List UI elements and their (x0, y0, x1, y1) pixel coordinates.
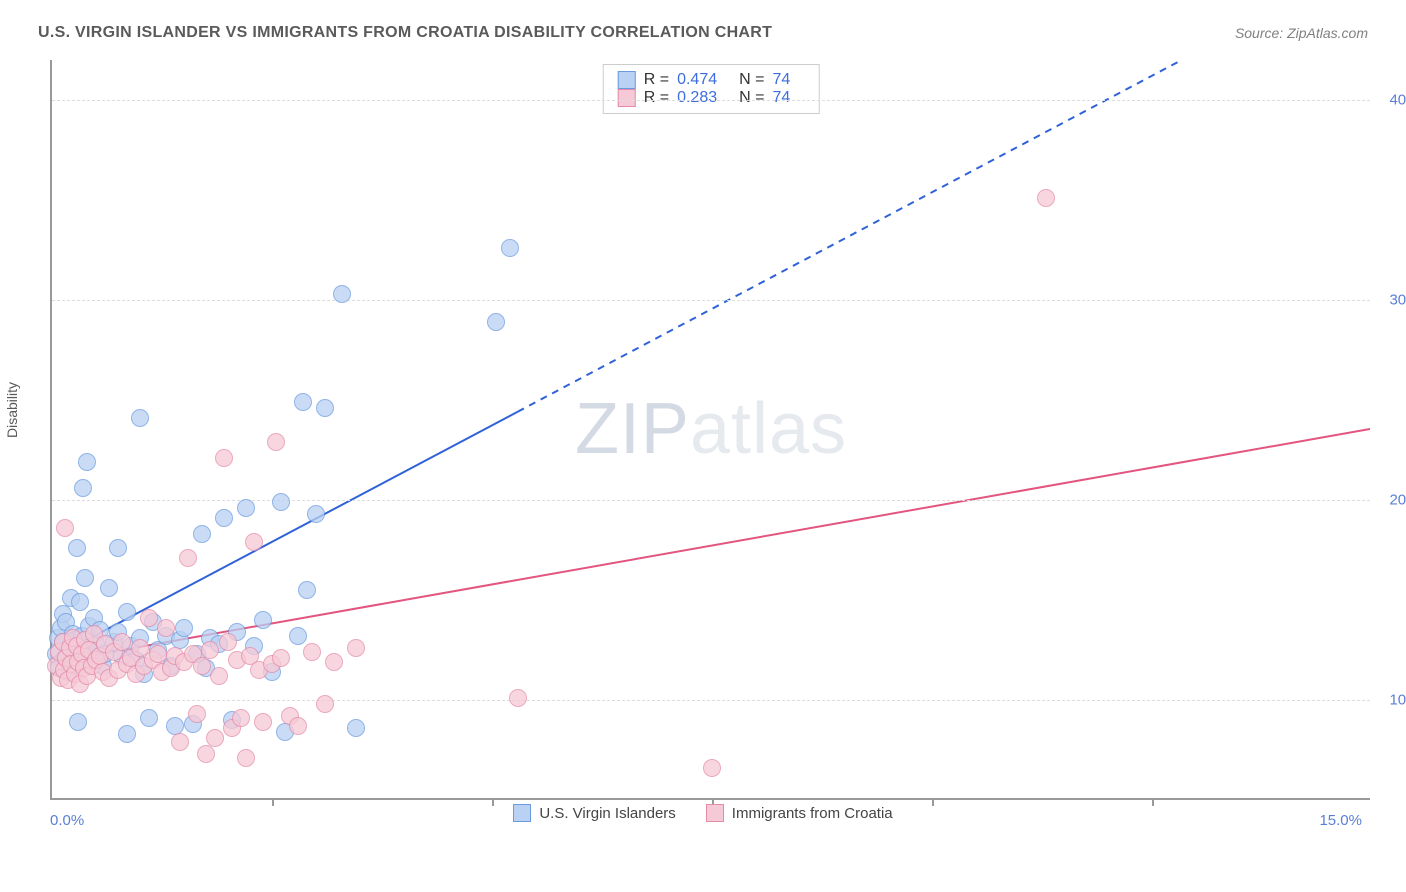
data-point-usvi (118, 603, 136, 621)
legend-label: Immigrants from Croatia (732, 805, 893, 822)
data-point-usvi (118, 725, 136, 743)
data-point-usvi (215, 509, 233, 527)
data-point-usvi (289, 627, 307, 645)
gridline-h (52, 700, 1370, 701)
data-point-usvi (254, 611, 272, 629)
n-label: N = (739, 71, 764, 89)
data-point-croatia (219, 633, 237, 651)
data-point-croatia (254, 713, 272, 731)
data-point-croatia (289, 717, 307, 735)
correlation-legend: R = 0.474 N = 74 R = 0.283 N = 74 (603, 64, 820, 114)
data-point-croatia (56, 519, 74, 537)
data-point-croatia (272, 649, 290, 667)
source-label: Source: ZipAtlas.com (1235, 25, 1368, 41)
y-axis-label: Disability (4, 382, 20, 438)
r-label: R = (644, 71, 669, 89)
title-bar: U.S. VIRGIN ISLANDER VS IMMIGRANTS FROM … (38, 24, 1368, 42)
gridline-h (52, 300, 1370, 301)
legend-swatch-croatia (618, 89, 636, 107)
r-label: R = (644, 89, 669, 107)
n-value-usvi: 74 (772, 71, 790, 89)
trend-line-usvi (52, 412, 518, 659)
data-point-croatia (210, 667, 228, 685)
data-point-croatia (267, 433, 285, 451)
data-point-croatia (140, 609, 158, 627)
legend-label: U.S. Virgin Islanders (539, 805, 675, 822)
watermark: ZIPatlas (575, 388, 847, 470)
data-point-croatia (1037, 189, 1055, 207)
data-point-usvi (175, 619, 193, 637)
plot-area: ZIPatlas R =0.474N =74R =0.283N =74 10.0… (50, 60, 1370, 800)
r-value-usvi: 0.474 (677, 71, 717, 89)
data-point-croatia (237, 749, 255, 767)
data-point-usvi (272, 493, 290, 511)
trend-lines (52, 60, 1370, 798)
legend-item-1: Immigrants from Croatia (706, 804, 893, 822)
data-point-usvi (76, 569, 94, 587)
data-point-usvi (307, 505, 325, 523)
data-point-usvi (131, 409, 149, 427)
chart-title: U.S. VIRGIN ISLANDER VS IMMIGRANTS FROM … (38, 24, 772, 42)
data-point-usvi (487, 313, 505, 331)
data-point-usvi (193, 525, 211, 543)
data-point-croatia (188, 705, 206, 723)
data-point-usvi (71, 593, 89, 611)
data-point-usvi (298, 581, 316, 599)
data-point-usvi (140, 709, 158, 727)
data-point-croatia (316, 695, 334, 713)
n-value-croatia: 74 (772, 89, 790, 107)
data-point-croatia (206, 729, 224, 747)
y-tick-label: 10.0% (1389, 692, 1406, 709)
data-point-usvi (68, 539, 86, 557)
n-label: N = (739, 89, 764, 107)
data-point-usvi (294, 393, 312, 411)
data-point-usvi (78, 453, 96, 471)
data-point-croatia (215, 449, 233, 467)
data-point-croatia (179, 549, 197, 567)
watermark-light: atlas (690, 389, 847, 469)
corr-row-usvi: R = 0.474 N = 74 (618, 71, 805, 89)
data-point-croatia (201, 641, 219, 659)
data-point-croatia (157, 619, 175, 637)
series-legend: U.S. Virgin Islanders Immigrants from Cro… (0, 804, 1406, 822)
data-point-croatia (193, 657, 211, 675)
data-point-croatia (232, 709, 250, 727)
legend-swatch (706, 804, 724, 822)
data-point-usvi (69, 713, 87, 731)
data-point-croatia (245, 533, 263, 551)
data-point-usvi (333, 285, 351, 303)
r-value-croatia: 0.283 (677, 89, 717, 107)
data-point-usvi (316, 399, 334, 417)
gridline-h (52, 100, 1370, 101)
data-point-usvi (501, 239, 519, 257)
data-point-usvi (74, 479, 92, 497)
data-point-croatia (197, 745, 215, 763)
legend-swatch-usvi (618, 71, 636, 89)
data-point-usvi (347, 719, 365, 737)
data-point-croatia (347, 639, 365, 657)
data-point-usvi (100, 579, 118, 597)
y-tick-label: 20.0% (1389, 492, 1406, 509)
legend-swatch (513, 804, 531, 822)
chart-container: U.S. VIRGIN ISLANDER VS IMMIGRANTS FROM … (0, 0, 1406, 892)
data-point-croatia (509, 689, 527, 707)
data-point-usvi (237, 499, 255, 517)
data-point-croatia (703, 759, 721, 777)
data-point-croatia (303, 643, 321, 661)
y-tick-label: 30.0% (1389, 292, 1406, 309)
corr-row-croatia: R = 0.283 N = 74 (618, 89, 805, 107)
legend-item-0: U.S. Virgin Islanders (513, 804, 675, 822)
data-point-croatia (325, 653, 343, 671)
y-tick-label: 40.0% (1389, 92, 1406, 109)
watermark-bold: ZIP (575, 389, 690, 469)
data-point-usvi (109, 539, 127, 557)
data-point-croatia (171, 733, 189, 751)
